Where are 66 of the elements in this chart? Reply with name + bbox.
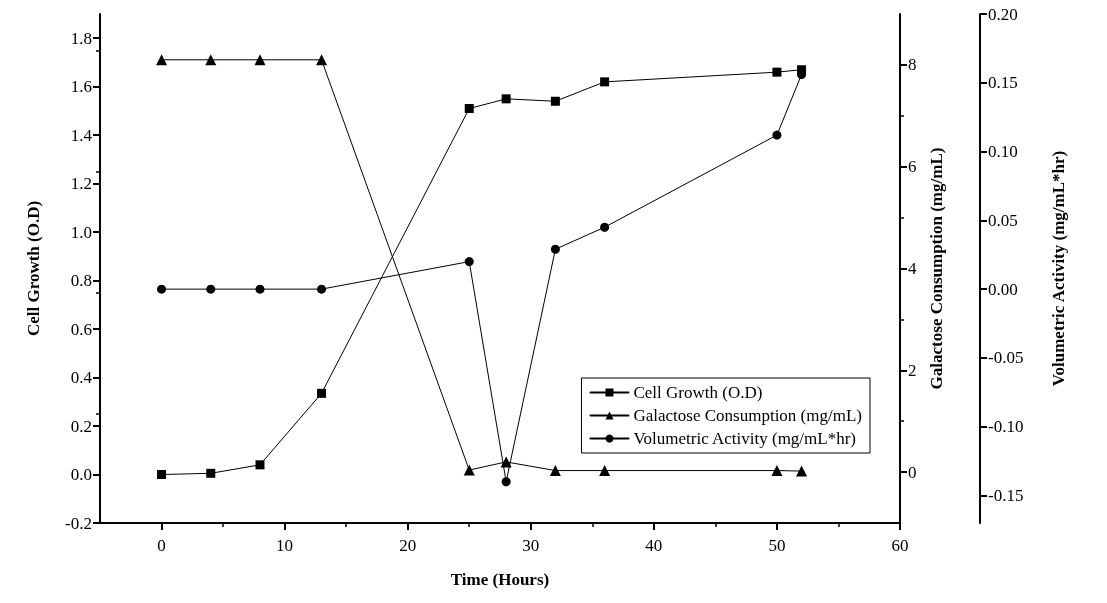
x-tick-label: 30 bbox=[522, 536, 540, 555]
y2-tick-label: 4 bbox=[908, 259, 917, 278]
x-tick-label: 20 bbox=[399, 536, 417, 555]
y-tick-label: -0.2 bbox=[65, 513, 92, 533]
x-tick-label: 40 bbox=[645, 536, 663, 555]
y3-tick-label: -0.15 bbox=[988, 485, 1024, 505]
point bbox=[316, 54, 328, 66]
point bbox=[254, 54, 266, 66]
point bbox=[205, 54, 217, 66]
point bbox=[464, 104, 474, 114]
point bbox=[796, 465, 808, 477]
point bbox=[464, 257, 474, 267]
y2-tick-label: 6 bbox=[908, 157, 917, 177]
point bbox=[771, 465, 783, 477]
point bbox=[255, 284, 265, 294]
point bbox=[772, 130, 782, 140]
y3-tick-label: 0.00 bbox=[988, 279, 1018, 299]
point bbox=[549, 465, 561, 477]
point bbox=[550, 244, 560, 254]
y-tick-label: 1.0 bbox=[70, 222, 92, 242]
x-tick-label: 10 bbox=[276, 536, 294, 555]
point bbox=[157, 470, 167, 480]
point bbox=[156, 54, 168, 66]
y-tick-label: 1.8 bbox=[70, 28, 92, 48]
point bbox=[255, 460, 265, 470]
y-tick-label: 1.4 bbox=[70, 125, 93, 145]
y-tick-label: 0.6 bbox=[70, 319, 92, 339]
point bbox=[501, 94, 511, 104]
point bbox=[599, 465, 611, 477]
point bbox=[206, 468, 216, 478]
x-tick-label: 60 bbox=[891, 536, 909, 555]
y-tick-label: 0.0 bbox=[70, 465, 92, 485]
point bbox=[772, 67, 782, 77]
point bbox=[550, 96, 560, 106]
x-tick-label: 50 bbox=[768, 536, 786, 555]
y2-tick-label: 0 bbox=[908, 462, 917, 482]
point bbox=[501, 477, 511, 487]
y3-tick-label: -0.05 bbox=[988, 348, 1024, 368]
y3-tick-label: 0.10 bbox=[988, 142, 1018, 162]
y3-tick-label: 0.20 bbox=[988, 4, 1018, 24]
y3-tick-label: -0.10 bbox=[988, 417, 1024, 437]
point bbox=[206, 284, 216, 294]
point bbox=[600, 222, 610, 232]
point bbox=[317, 284, 327, 294]
legend-label: Galactose Consumption (mg/mL) bbox=[633, 406, 863, 425]
point bbox=[600, 77, 610, 87]
y2-tick-label: 2 bbox=[908, 360, 917, 380]
y3-tick-label: 0.15 bbox=[988, 73, 1018, 93]
point bbox=[463, 464, 475, 476]
y-tick-label: 1.2 bbox=[70, 174, 92, 194]
point bbox=[157, 284, 167, 294]
legend-label: Volumetric Activity (mg/mL*hr) bbox=[633, 429, 857, 448]
x-tick-label: 0 bbox=[157, 536, 166, 555]
y2-axis-title: Galactose Consumption (mg/mL) bbox=[927, 147, 946, 390]
legend-label: Cell Growth (O.D) bbox=[633, 383, 763, 402]
y3-tick-label: 0.05 bbox=[988, 210, 1018, 230]
y2-tick-label: 8 bbox=[908, 55, 917, 75]
x-axis-title: Time (Hours) bbox=[450, 570, 550, 589]
y-tick-label: 0.2 bbox=[70, 416, 92, 436]
y-axis-title: Cell Growth (O.D) bbox=[24, 200, 43, 337]
y-tick-label: 0.4 bbox=[70, 368, 93, 388]
y-tick-label: 0.8 bbox=[70, 271, 92, 291]
y3-axis-title: Volumetric Activity (mg/mL*hr) bbox=[1049, 150, 1068, 387]
point bbox=[317, 388, 327, 398]
y-tick-label: 1.6 bbox=[70, 77, 92, 97]
point bbox=[500, 456, 512, 468]
